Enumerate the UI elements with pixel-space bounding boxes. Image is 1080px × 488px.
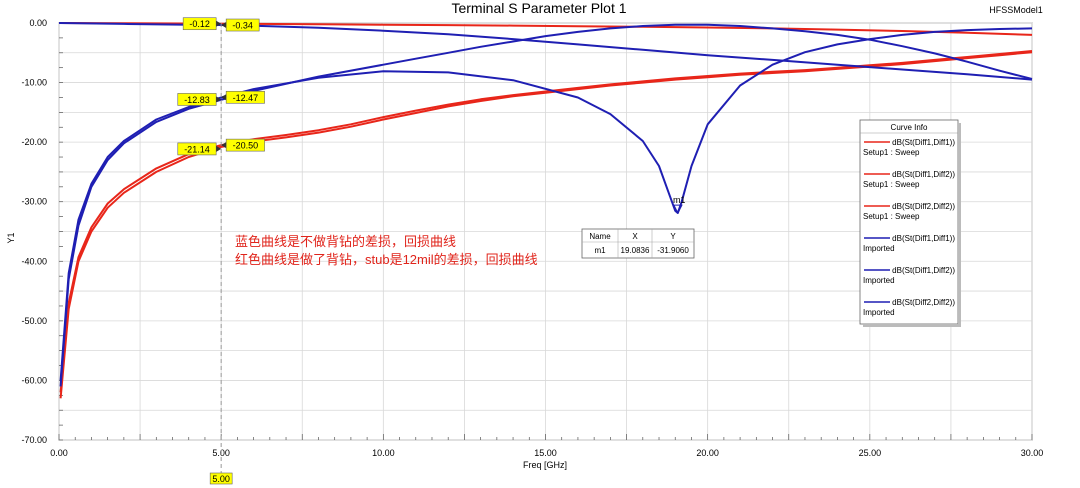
value-marker[interactable]: -20.50	[221, 138, 265, 152]
value-marker-label: -12.83	[184, 95, 210, 105]
legend-series-sub: Setup1 : Sweep	[863, 212, 920, 221]
y-tick-label: -40.00	[21, 256, 47, 266]
marker-table-cell-x: 19.0836	[621, 246, 650, 255]
x-tick-label: 15.00	[534, 448, 557, 458]
legend[interactable]: Curve Info dB(St(Diff1,Diff1))Setup1 : S…	[859, 119, 961, 327]
marker-vline-label[interactable]: 5.00	[209, 472, 233, 485]
value-marker[interactable]: -0.34	[221, 18, 260, 32]
legend-item[interactable]: dB(St(Diff1,Diff2))Setup1 : Sweep	[863, 170, 955, 189]
series-line-6	[59, 23, 1033, 387]
value-marker-arrow	[216, 96, 222, 103]
y-tick-label: 0.00	[29, 18, 47, 28]
value-marker[interactable]: -12.83	[177, 93, 222, 106]
value-marker-label: -12.47	[233, 93, 259, 103]
value-marker-box	[177, 142, 217, 156]
series-line-1	[59, 51, 1033, 399]
legend-series-name: dB(St(Diff1,Diff2))	[892, 170, 955, 179]
y-tick-label: -20.00	[21, 137, 47, 147]
legend-series-sub: Setup1 : Sweep	[863, 180, 920, 189]
x-tick-label: 30.00	[1021, 448, 1044, 458]
legend-item[interactable]: dB(St(Diff2,Diff2))Setup1 : Sweep	[863, 202, 955, 221]
model-label: HFSSModel1	[989, 5, 1043, 15]
series-line-4	[59, 27, 1033, 381]
legend-series-sub: Imported	[863, 244, 895, 253]
value-marker-arrow	[216, 145, 222, 152]
value-marker-arrow	[221, 142, 227, 149]
annotation-red-curves: 红色曲线是做了背钻，stub是12mil的差损，回损曲线	[235, 252, 538, 267]
marker-table-header-y: Y	[670, 232, 676, 241]
x-tick-label: 20.00	[696, 448, 719, 458]
legend-item[interactable]: dB(St(Diff1,Diff1))Setup1 : Sweep	[863, 138, 955, 157]
value-marker-arrow	[221, 94, 227, 101]
legend-series-sub: Imported	[863, 276, 895, 285]
y-tick-label: -60.00	[21, 375, 47, 385]
svg-text:m1: m1	[673, 195, 686, 205]
point-marker-m1[interactable]: m1	[673, 195, 686, 215]
y-tick-label: -70.00	[21, 435, 47, 445]
legend-series-name: dB(St(Diff1,Diff1))	[892, 138, 955, 147]
marker-table-header-name: Name	[589, 232, 611, 241]
legend-series-name: dB(St(Diff1,Diff2))	[892, 266, 955, 275]
x-tick-label: 10.00	[372, 448, 395, 458]
marker-table-cell-y: -31.9060	[657, 246, 689, 255]
legend-series-name: dB(St(Diff1,Diff1))	[892, 234, 955, 243]
y-tick-label: -30.00	[21, 197, 47, 207]
legend-series-name: dB(St(Diff2,Diff2))	[892, 202, 955, 211]
y-ticks: 0.00 -10.00 -20.00 -30.00 -40.00 -50.00 -60.00…	[21, 18, 47, 445]
legend-series-name: dB(St(Diff2,Diff2))	[892, 298, 955, 307]
x-ticks: 0.00 5.00 10.00 15.00 20.00 25.00 30.00	[50, 448, 1043, 458]
legend-item[interactable]: dB(St(Diff1,Diff2))Imported	[863, 266, 955, 285]
svg-text:5.00: 5.00	[212, 474, 230, 484]
y-tick-label: -50.00	[21, 316, 47, 326]
marker-table-header-x: X	[632, 232, 638, 241]
legend-item[interactable]: dB(St(Diff1,Diff1))Imported	[863, 234, 955, 253]
value-marker-label: -21.14	[184, 144, 210, 154]
value-marker[interactable]: -0.12	[182, 17, 222, 31]
marker-table-cell-name: m1	[594, 246, 606, 255]
value-marker[interactable]: -12.47	[221, 90, 265, 104]
value-marker-arrow	[221, 22, 227, 29]
value-markers: -0.12 -0.34 -12.83 -12.47 -21.14 -20.50	[177, 17, 265, 156]
legend-title: Curve Info	[891, 123, 928, 132]
value-marker-label: -0.12	[189, 19, 210, 29]
marker-table: Name X Y m1 19.0836 -31.9060	[581, 228, 695, 259]
chart-title: Terminal S Parameter Plot 1	[451, 0, 626, 16]
value-marker[interactable]: -21.14	[177, 142, 222, 156]
legend-series-sub: Imported	[863, 308, 895, 317]
annotation-blue-curves: 蓝色曲线是不做背钻的差损，回损曲线	[235, 234, 456, 249]
y-tick-label: -10.00	[21, 78, 47, 88]
value-marker-label: -20.50	[233, 141, 259, 151]
value-marker-label: -0.34	[232, 21, 253, 31]
value-marker-arrow	[216, 20, 222, 27]
legend-item[interactable]: dB(St(Diff2,Diff2))Imported	[863, 298, 955, 317]
value-marker-box	[177, 93, 217, 106]
x-tick-label: 0.00	[50, 448, 68, 458]
x-axis-label: Freq [GHz]	[523, 460, 567, 470]
legend-series-sub: Setup1 : Sweep	[863, 148, 920, 157]
y-axis-label: Y1	[6, 232, 16, 243]
x-tick-label: 25.00	[859, 448, 882, 458]
